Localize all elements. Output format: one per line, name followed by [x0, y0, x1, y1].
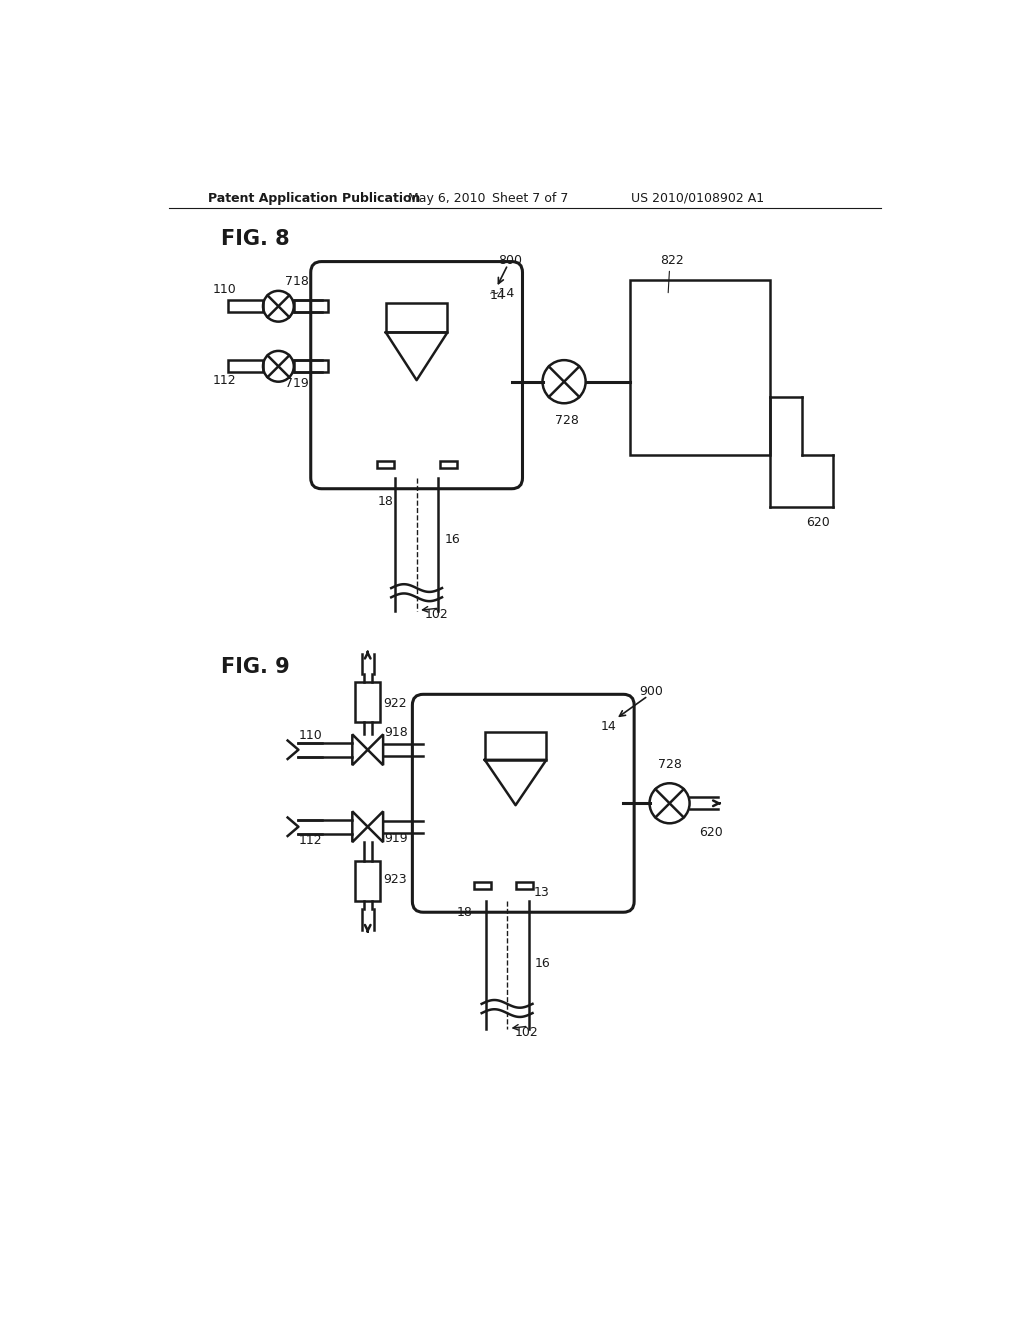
Bar: [515, 882, 532, 890]
Text: 922: 922: [383, 697, 407, 710]
Text: US 2010/0108902 A1: US 2010/0108902 A1: [631, 191, 764, 205]
Text: 719: 719: [285, 376, 308, 389]
Text: 110: 110: [298, 730, 323, 742]
Text: 900: 900: [639, 685, 663, 698]
Text: FIG. 9: FIG. 9: [221, 656, 290, 677]
Text: ~14: ~14: [488, 288, 515, 301]
Bar: [228, 300, 263, 313]
Text: 620: 620: [698, 826, 723, 840]
Bar: [228, 360, 263, 372]
Text: 102: 102: [424, 607, 449, 620]
Text: 14: 14: [600, 721, 616, 733]
Text: 16: 16: [444, 533, 460, 546]
Text: 13: 13: [535, 887, 550, 899]
Bar: [630, 280, 770, 455]
Text: 923: 923: [383, 874, 407, 887]
Text: 112: 112: [298, 834, 322, 847]
Text: 110: 110: [213, 282, 237, 296]
Bar: [377, 461, 393, 469]
Text: 822: 822: [660, 255, 684, 268]
Text: 14: 14: [490, 289, 506, 302]
Text: 18: 18: [378, 495, 394, 508]
Bar: [484, 733, 547, 760]
Text: 728: 728: [555, 413, 579, 426]
Bar: [386, 304, 447, 333]
Text: 918: 918: [385, 726, 409, 739]
Text: 800: 800: [499, 253, 522, 267]
Text: 919: 919: [385, 832, 409, 845]
Bar: [294, 360, 329, 372]
Text: 620: 620: [806, 516, 829, 529]
Text: 102: 102: [515, 1026, 539, 1039]
Text: May 6, 2010: May 6, 2010: [408, 191, 485, 205]
Bar: [439, 461, 457, 469]
Text: 18: 18: [457, 907, 473, 920]
Text: Patent Application Publication: Patent Application Publication: [208, 191, 420, 205]
Bar: [474, 882, 490, 890]
Bar: [294, 300, 329, 313]
Text: 728: 728: [658, 758, 682, 771]
Text: 112: 112: [213, 374, 237, 387]
Bar: [355, 861, 380, 902]
Text: FIG. 8: FIG. 8: [221, 230, 290, 249]
Bar: [355, 682, 380, 722]
Text: Sheet 7 of 7: Sheet 7 of 7: [493, 191, 569, 205]
Text: 718: 718: [285, 275, 308, 288]
Text: 16: 16: [535, 957, 551, 970]
